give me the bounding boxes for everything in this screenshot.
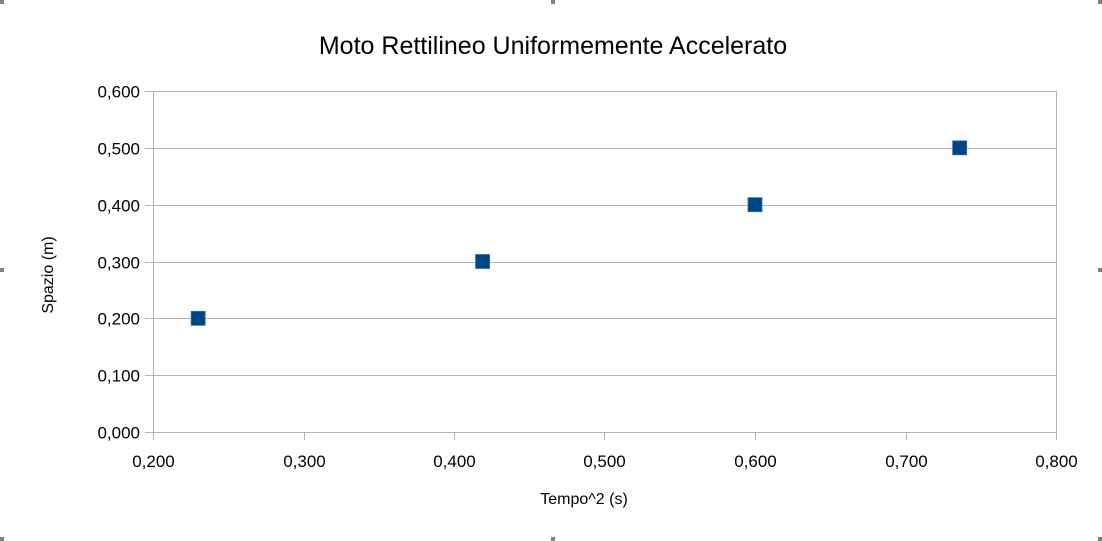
x-tick-labels: 0,200 0,300 0,400 0,500 0,600 0,700 0,800 — [132, 452, 1078, 471]
x-tick-label: 0,200 — [132, 452, 175, 471]
x-tick-label: 0,500 — [583, 452, 626, 471]
x-tick-label: 0,600 — [734, 452, 777, 471]
data-point — [747, 197, 763, 213]
data-point — [190, 310, 206, 326]
y-tick-label: 0,300 — [97, 254, 140, 273]
x-tick-label: 0,300 — [283, 452, 326, 471]
data-points — [190, 140, 968, 326]
data-point — [952, 140, 968, 156]
selection-handle — [1098, 268, 1102, 272]
selection-handle — [1098, 537, 1102, 541]
y-tick-labels: 0,000 0,100 0,200 0,300 0,400 0,500 0,600 — [97, 83, 140, 443]
y-tick-label: 0,200 — [97, 310, 140, 329]
selection-handle — [0, 268, 4, 272]
selection-handle — [551, 0, 555, 4]
y-tick-label: 0,500 — [97, 140, 140, 159]
x-axis-label: Tempo^2 (s) — [540, 491, 628, 508]
selection-handle — [0, 0, 4, 4]
selection-handle — [0, 537, 4, 541]
y-axis-label: Spazio (m) — [40, 236, 57, 313]
axes — [153, 91, 1057, 440]
y-tick-label: 0,600 — [97, 83, 140, 102]
x-tick-label: 0,400 — [433, 452, 476, 471]
y-tick-label: 0,400 — [97, 197, 140, 216]
selection-handle — [551, 537, 555, 541]
x-tick-label: 0,700 — [885, 452, 928, 471]
gridlines — [145, 91, 1056, 433]
y-tick-label: 0,000 — [97, 424, 140, 443]
y-tick-label: 0,100 — [97, 367, 140, 386]
chart-title: Moto Rettilineo Uniformemente Accelerato — [319, 32, 787, 60]
selection-handle — [1098, 0, 1102, 4]
x-tick-label: 0,800 — [1035, 452, 1078, 471]
data-point — [475, 254, 490, 269]
